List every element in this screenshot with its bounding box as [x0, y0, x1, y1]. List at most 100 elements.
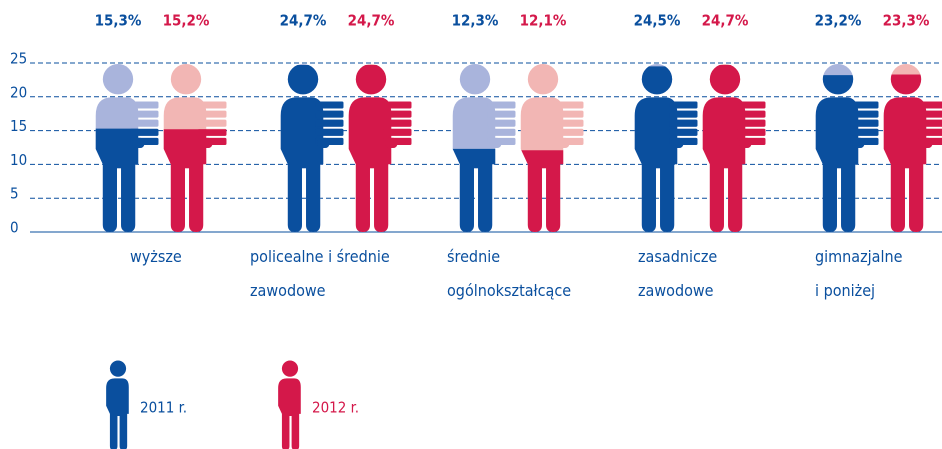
x-tick-label: zasadnicze zawodowe	[638, 247, 718, 300]
book	[555, 119, 584, 127]
figure-fill	[452, 148, 496, 232]
book	[669, 110, 698, 118]
figure-head	[459, 64, 491, 95]
x-tick-label: średnie ogólnokształcące	[447, 247, 572, 300]
figure-hand	[852, 137, 865, 149]
value-label: 24,7%	[348, 12, 395, 30]
book	[383, 128, 412, 136]
figure-body	[634, 97, 678, 232]
book	[383, 119, 412, 127]
book	[850, 128, 879, 136]
book	[383, 110, 412, 118]
book	[198, 119, 227, 127]
figure-hand	[489, 137, 502, 149]
figure-fill	[163, 129, 227, 232]
x-tick-label: wyższe	[130, 247, 182, 266]
value-label: 23,3%	[883, 12, 930, 30]
book	[130, 110, 159, 118]
figure-head	[170, 64, 202, 95]
book	[850, 101, 879, 109]
book	[918, 101, 942, 109]
figure-body	[95, 128, 139, 232]
y-tick-label: 5	[10, 185, 19, 203]
value-label: 12,1%	[520, 12, 567, 30]
value-label: 24,7%	[280, 12, 327, 30]
figure-head	[709, 65, 741, 95]
figure-body	[163, 129, 207, 232]
figure-head	[355, 65, 387, 95]
book	[198, 129, 227, 136]
book	[487, 110, 516, 118]
book	[669, 128, 698, 136]
book	[850, 110, 879, 118]
figure-hand	[671, 137, 684, 149]
figure-head	[281, 360, 299, 377]
figure-fill	[348, 65, 412, 232]
figure-fill	[521, 150, 564, 232]
figure-body	[278, 378, 301, 449]
figure-fill	[95, 128, 159, 232]
figure-head	[822, 75, 854, 95]
figure-hand	[557, 137, 570, 149]
figure-hand	[200, 137, 213, 149]
figure-body	[106, 378, 129, 449]
book	[737, 119, 766, 127]
book	[198, 110, 227, 118]
figure-head	[109, 360, 127, 377]
book	[918, 119, 942, 127]
book	[918, 128, 942, 136]
figure-hand	[920, 137, 933, 149]
book	[669, 101, 698, 109]
figure-fill	[815, 75, 879, 232]
value-label: 12,3%	[452, 12, 499, 30]
y-tick-label: 0	[10, 219, 19, 237]
x-tick-label: policealne i średnie zawodowe	[250, 247, 390, 300]
book	[487, 101, 516, 109]
figure-hand	[317, 137, 330, 149]
figure-body	[348, 97, 392, 232]
y-tick-label: 25	[10, 50, 27, 68]
value-label: 24,5%	[634, 12, 681, 30]
figure-head	[641, 66, 673, 95]
book	[850, 119, 879, 127]
figure-head	[527, 64, 559, 95]
figure-hand	[132, 137, 145, 149]
y-tick-label: 15	[10, 117, 27, 135]
book	[315, 101, 344, 109]
book	[198, 101, 227, 109]
legend-icon	[278, 360, 301, 449]
book	[669, 119, 698, 127]
figure-body	[452, 148, 496, 232]
book	[130, 128, 159, 136]
book	[487, 128, 516, 136]
value-label: 24,7%	[702, 12, 749, 30]
figure-body	[883, 97, 927, 232]
value-label: 23,2%	[815, 12, 862, 30]
y-tick-label: 10	[10, 151, 27, 169]
figure-fill	[634, 66, 698, 232]
figure-head	[287, 65, 319, 95]
book	[555, 110, 584, 118]
figure-hand	[385, 137, 398, 149]
book	[737, 110, 766, 118]
legend-icon	[106, 360, 129, 449]
legend-label: 2011 r.	[140, 399, 187, 417]
figure-fill	[280, 65, 344, 232]
value-label: 15,3%	[95, 12, 142, 30]
book	[130, 101, 159, 109]
book	[383, 101, 412, 109]
y-tick-label: 20	[10, 83, 27, 101]
figure-body	[702, 97, 746, 232]
figure-fill	[702, 65, 766, 232]
x-tick-label: gimnazjalne i poniżej	[815, 247, 903, 300]
book	[487, 119, 516, 127]
book	[130, 119, 159, 127]
book	[315, 128, 344, 136]
book	[315, 110, 344, 118]
figure-head	[890, 74, 922, 95]
legend-label: 2012 r.	[312, 399, 359, 417]
book	[315, 119, 344, 127]
book	[555, 128, 584, 136]
